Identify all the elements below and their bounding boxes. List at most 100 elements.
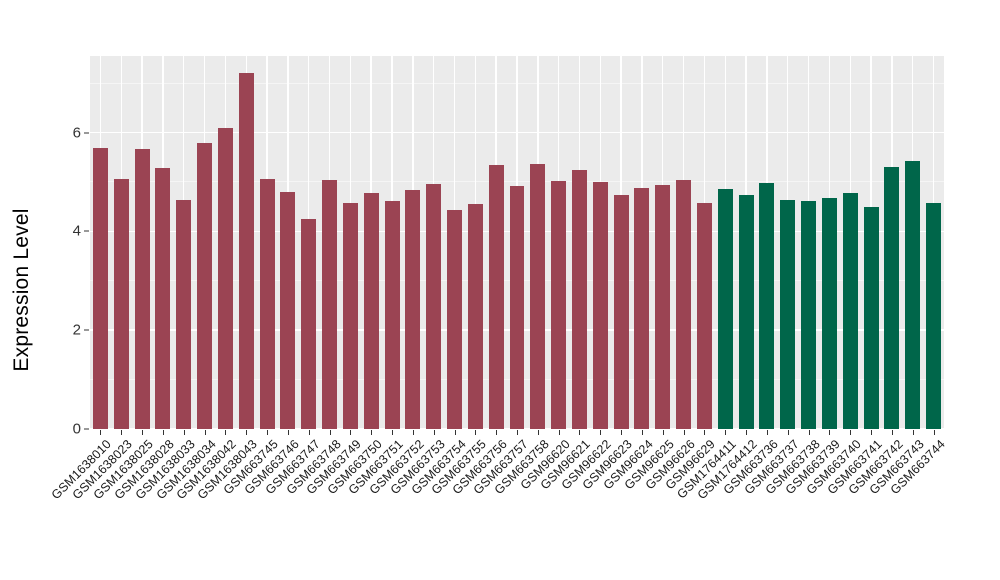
bar — [676, 179, 692, 429]
x-tick-label: GSM663751 — [345, 437, 406, 498]
y-axis-title: Expression Level — [10, 208, 33, 372]
bar — [634, 187, 650, 429]
x-tick-mark — [746, 430, 748, 435]
x-tick-label: GSM663745 — [220, 437, 281, 498]
x-tick-mark — [100, 430, 102, 435]
x-tick-label: GSM663756 — [449, 437, 511, 498]
x-tick-mark — [683, 430, 685, 435]
bar — [426, 183, 442, 429]
y-tick-mark — [84, 230, 89, 232]
x-tick-label: GSM1764411 — [674, 437, 740, 502]
x-tick-mark — [600, 430, 602, 435]
x-tick-mark — [308, 430, 310, 435]
bar — [238, 72, 254, 429]
x-tick-label: GSM1764412 — [694, 437, 761, 503]
x-tick-mark — [641, 430, 643, 435]
x-tick-mark — [766, 430, 768, 435]
x-tick-label: GSM96623 — [579, 437, 636, 493]
bar — [134, 148, 150, 429]
bar — [176, 200, 192, 429]
bar — [488, 165, 504, 429]
x-tick-mark — [287, 430, 289, 435]
bar — [301, 219, 317, 429]
bar — [696, 203, 712, 429]
bar — [821, 198, 837, 429]
x-tick-mark — [850, 430, 852, 435]
x-tick-mark — [183, 430, 185, 435]
x-tick-label: GSM663743 — [866, 437, 927, 498]
bar — [405, 189, 421, 429]
x-tick-mark — [808, 430, 810, 435]
x-tick-mark — [725, 430, 727, 435]
x-tick-label: GSM96626 — [642, 437, 698, 493]
x-tick-mark — [454, 430, 456, 435]
bar — [717, 188, 733, 429]
bar — [613, 195, 629, 429]
x-tick-mark — [412, 430, 414, 435]
x-tick-mark — [871, 430, 873, 435]
x-tick-label: GSM1638028 — [111, 437, 177, 503]
x-tick-mark — [558, 430, 560, 435]
x-tick-mark — [517, 430, 518, 435]
x-tick-label: GSM663752 — [366, 437, 427, 498]
x-tick-label: GSM96629 — [663, 437, 719, 493]
bar — [280, 192, 296, 429]
x-tick-label: GSM663736 — [720, 437, 781, 498]
x-tick-label: GSM663739 — [783, 437, 844, 498]
bar — [322, 180, 338, 429]
bar — [155, 168, 171, 429]
x-tick-label: GSM663738 — [762, 437, 823, 498]
x-tick-mark — [350, 430, 352, 435]
x-tick-label: GSM1638010 — [49, 437, 115, 503]
x-tick-label: GSM663746 — [241, 437, 302, 498]
x-tick-mark — [371, 430, 373, 435]
x-tick-mark — [204, 430, 206, 435]
plot-panel — [90, 56, 944, 429]
x-tick-mark — [891, 430, 893, 435]
x-tick-label: GSM663754 — [408, 437, 469, 498]
x-tick-label: GSM663757 — [470, 437, 531, 498]
bar — [842, 193, 858, 429]
bar — [863, 206, 879, 429]
x-tick-label: GSM663737 — [741, 437, 802, 498]
x-tick-label: GSM1638034 — [153, 437, 219, 503]
x-tick-mark — [662, 430, 664, 435]
y-tick-label: 2 — [72, 321, 81, 339]
x-tick-label: GSM96625 — [621, 437, 677, 493]
x-tick-mark — [142, 430, 144, 435]
bar — [738, 194, 754, 429]
x-tick-mark — [246, 430, 248, 435]
x-tick-mark — [162, 430, 164, 435]
bar — [592, 181, 608, 429]
bar — [467, 203, 483, 429]
bar — [551, 181, 567, 429]
bar — [530, 163, 546, 429]
bar — [113, 179, 129, 429]
bar — [780, 199, 796, 429]
bar — [217, 128, 233, 429]
bar — [801, 200, 817, 429]
bar — [384, 201, 400, 429]
x-tick-mark — [704, 430, 706, 435]
x-tick-label: GSM1638025 — [90, 437, 156, 503]
x-tick-label: GSM663741 — [824, 437, 885, 498]
bar — [759, 183, 775, 429]
x-tick-mark — [267, 430, 269, 435]
x-tick-mark — [496, 430, 498, 435]
x-tick-label: GSM96621 — [538, 437, 594, 493]
x-tick-label: GSM96624 — [600, 437, 656, 493]
x-tick-label: GSM663749 — [304, 437, 365, 498]
y-tick-label: 6 — [72, 124, 81, 142]
x-tick-label: GSM663755 — [429, 437, 490, 498]
x-tick-label: GSM663750 — [324, 437, 386, 498]
x-tick-label: GSM1638023 — [69, 437, 136, 503]
bar — [905, 160, 921, 429]
x-tick-label: GSM663740 — [803, 437, 865, 498]
bar — [447, 209, 462, 429]
bar — [884, 167, 900, 429]
bar — [92, 148, 108, 429]
x-tick-label: GSM663742 — [845, 437, 906, 498]
x-tick-label: GSM1638043 — [194, 437, 261, 503]
bar — [363, 193, 379, 429]
